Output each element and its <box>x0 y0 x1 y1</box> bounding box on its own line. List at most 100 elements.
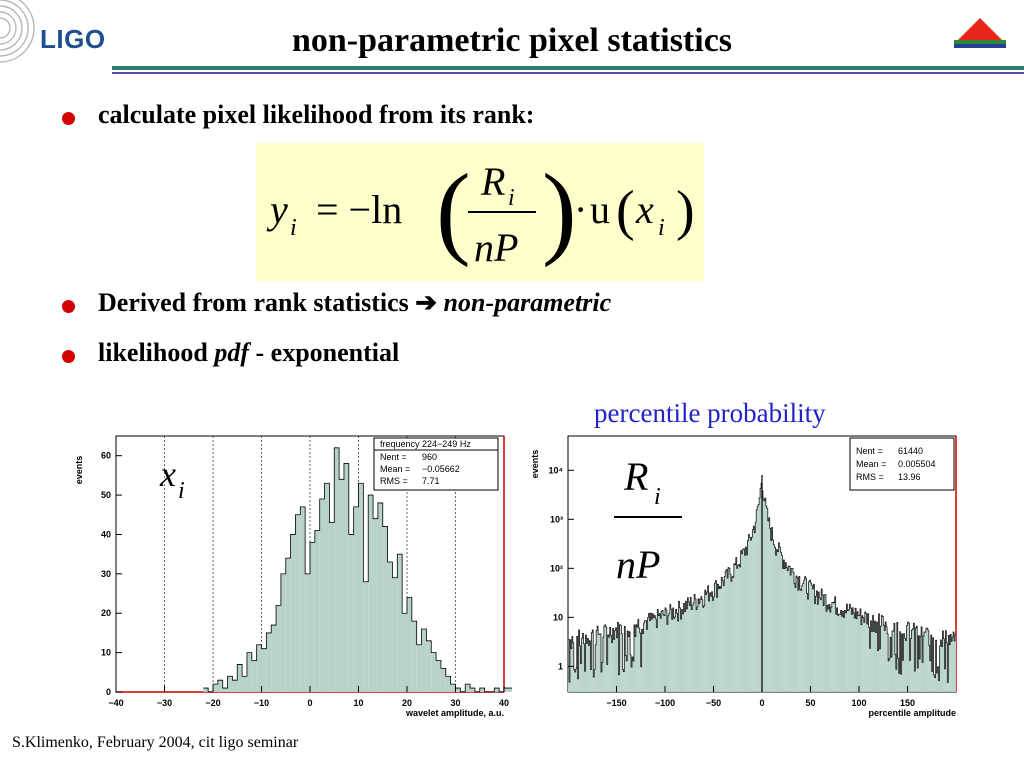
hist1-xlabel: wavelet amplitude, a.u. <box>405 708 504 718</box>
hist2-bar <box>813 584 815 692</box>
hist2-bar <box>788 565 790 692</box>
hist2-bar <box>598 634 600 692</box>
hist2-bar <box>675 609 677 692</box>
hist1-ytick-label: 30 <box>101 569 111 579</box>
hist2-bar <box>586 643 588 692</box>
hist2-bar <box>931 671 933 692</box>
hist2-bar <box>903 633 905 692</box>
hist2-bar <box>730 581 732 692</box>
hist2-bar <box>609 627 611 692</box>
hist2-bar <box>726 569 728 692</box>
hist1-bar <box>203 688 209 692</box>
hist1-bar <box>426 640 432 692</box>
hist1-bar <box>261 648 267 692</box>
hist2-bar <box>900 674 902 692</box>
hist2-bar <box>880 626 882 692</box>
bullet-dot <box>62 300 75 313</box>
hist2-bar <box>708 600 710 692</box>
hist2-bar <box>670 609 672 692</box>
hist2-bar <box>885 621 887 692</box>
hist1-bar <box>232 680 238 692</box>
hist2-bar <box>817 604 819 692</box>
hist2-bar <box>923 636 924 692</box>
hist2-bar <box>700 596 702 692</box>
hist2-bar <box>779 547 781 692</box>
hist2-bar <box>686 608 688 692</box>
hist2-bar <box>693 602 695 692</box>
hist2-bar <box>955 635 956 692</box>
hist2-bar <box>725 571 727 692</box>
hist2-bar <box>904 638 906 692</box>
hist1-bar <box>382 526 388 692</box>
hist2-bar <box>848 609 850 692</box>
hist2-bar <box>891 657 892 692</box>
hist2-bar <box>819 597 821 692</box>
hist1-bar <box>470 688 475 692</box>
formula-lhs: y <box>266 187 288 232</box>
hist2-bar <box>877 650 879 692</box>
hist2-bar <box>741 553 743 692</box>
hist2-bar <box>568 639 569 692</box>
hist2-bar <box>859 615 860 692</box>
hist2-bar <box>697 606 698 692</box>
hist2-bar <box>763 500 765 692</box>
hist2-bar <box>574 672 576 692</box>
hist2-bar <box>618 674 620 692</box>
hist2-bar <box>617 622 619 692</box>
hist2-bar <box>946 642 948 692</box>
hist2-bar <box>652 613 654 692</box>
hist2-bar <box>801 585 803 692</box>
hist2-bar <box>589 640 591 692</box>
hist2-bar <box>834 596 836 692</box>
hist2-bar <box>707 585 709 692</box>
hist2-bar <box>861 615 863 692</box>
footer-credit: S.Klimenko, February 2004, cit ligo semi… <box>12 734 299 751</box>
bullet-dot <box>62 350 75 363</box>
hist2-bar <box>794 587 796 692</box>
hist2-bar <box>690 597 692 692</box>
hist2-bar <box>927 630 929 692</box>
hist2-bar <box>952 637 954 692</box>
hist2-bar <box>583 643 585 692</box>
svg-text:Nent =: Nent = <box>380 452 407 462</box>
hist2-bar <box>736 568 738 692</box>
hist2-bar <box>864 611 866 692</box>
hist1-xtick-label: 30 <box>450 698 460 708</box>
hist1-bar <box>213 684 218 692</box>
hist2-ytick-label: 10⁴ <box>549 465 563 475</box>
hist2-bar <box>760 488 762 692</box>
hist2-bar <box>926 628 928 692</box>
hist2-overlay-den: nP <box>616 542 660 587</box>
hist2-bar <box>812 588 814 692</box>
hist2-bar <box>632 657 633 692</box>
hist2-bar <box>882 616 884 692</box>
hist1-bar <box>246 652 252 692</box>
hist2-bar <box>757 506 759 692</box>
hist2-bar <box>839 614 841 692</box>
hist2-bar <box>676 613 678 692</box>
hist2-bar <box>874 621 876 692</box>
hist2-bar <box>682 613 684 692</box>
hist2-bar <box>587 638 589 692</box>
hist2-bar <box>709 592 711 692</box>
hist2-bar <box>799 589 801 692</box>
hist2-bar <box>624 626 626 692</box>
hist2-bar <box>646 629 648 692</box>
hist2-bar <box>653 617 655 692</box>
hist2-bar <box>947 682 949 692</box>
hist2-bar <box>705 594 707 692</box>
hist2-overlay-num-sub: i <box>654 484 661 510</box>
hist2-bar <box>572 642 574 692</box>
bullet-dot <box>62 112 75 125</box>
hist2-bar <box>854 618 856 692</box>
hist2-bar <box>627 631 629 692</box>
hist2-bar <box>899 631 901 692</box>
hist2-bar <box>621 633 623 692</box>
hist1-bar <box>411 621 417 692</box>
hist1-bar <box>387 562 393 692</box>
hist2-bar <box>771 527 773 692</box>
hist2-bar <box>605 627 607 692</box>
hist2-bar <box>673 618 675 692</box>
hist2-bar <box>901 633 903 692</box>
hist2-bar <box>727 578 729 692</box>
